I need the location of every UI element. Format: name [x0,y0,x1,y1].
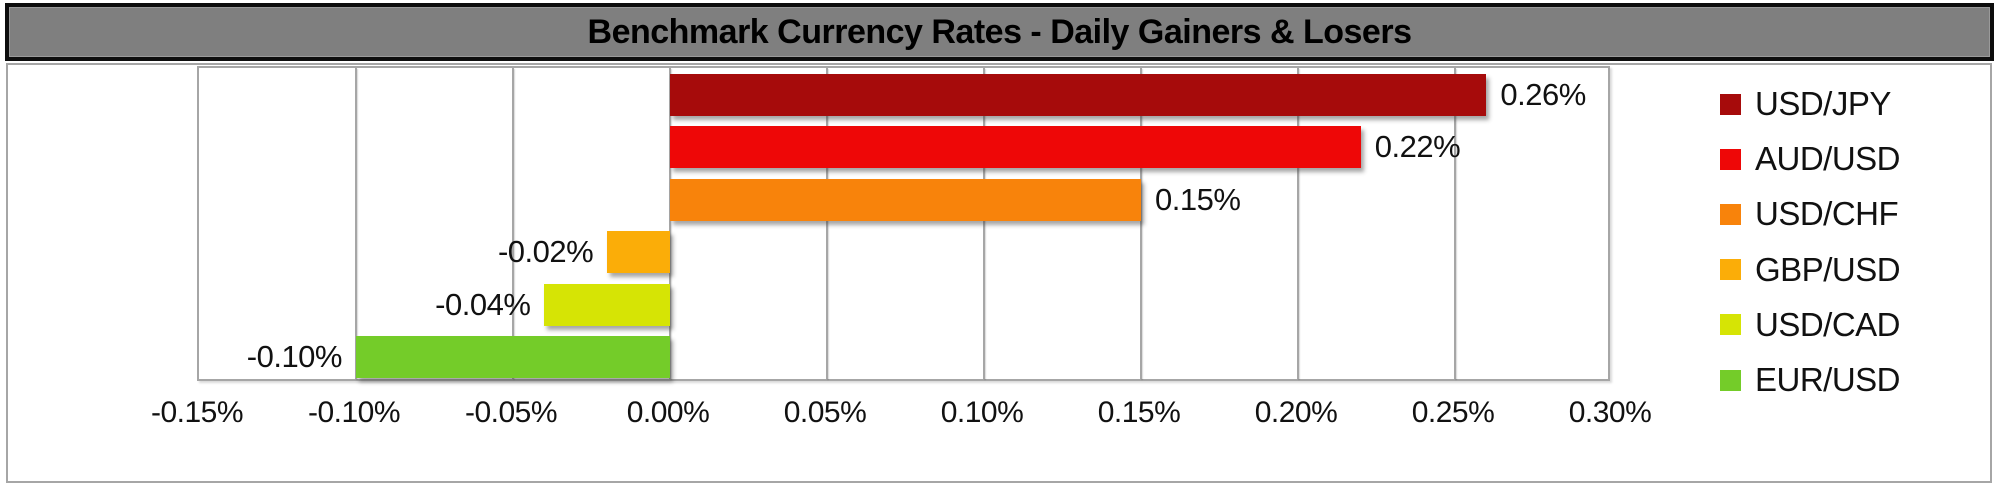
x-axis-tick-label: 0.25% [1411,396,1495,429]
legend-swatch-usd-jpy [1720,93,1741,115]
legend-swatch-usd-chf [1720,203,1741,225]
legend-label: USD/JPY [1755,85,1891,122]
x-axis-tick-label: 0.15% [1097,396,1181,429]
bar-usd-chf [670,178,1141,221]
chart-title: Benchmark Currency Rates - Daily Gainers… [587,12,1412,51]
x-axis-tick-label: 0.20% [1254,396,1338,429]
vertical-gridline [669,68,671,379]
legend-item-gbp-usd: GBP/USD [1720,250,1901,288]
chart-title-bar: Benchmark Currency Rates - Daily Gainers… [5,3,1994,61]
bar-value-label: -0.02% [497,234,594,269]
legend-item-usd-jpy: USD/JPY [1720,85,1891,122]
vertical-gridline [1454,68,1456,379]
legend-swatch-aud-usd [1720,148,1741,170]
vertical-gridline [1297,68,1299,379]
legend-item-usd-chf: USD/CHF [1720,195,1899,233]
legend-label: EUR/USD [1755,361,1901,398]
legend-label: GBP/USD [1755,250,1901,288]
x-axis-tick-label: 0.10% [940,396,1024,429]
chart-legend: USD/JPY AUD/USD USD/CHF GBP/USD USD/CAD EUR/U… [1720,0,1985,491]
bar-aud-usd [670,126,1361,168]
legend-swatch-eur-usd [1720,369,1741,391]
bar-usd-jpy [670,73,1487,116]
legend-label: AUD/USD [1755,140,1901,178]
bar-gbp-usd [607,231,670,273]
bar-value-label: -0.04% [435,286,531,322]
x-axis-tick-label: 0.00% [626,396,710,429]
legend-swatch-usd-cad [1720,314,1741,336]
x-axis-tick-label: 0.05% [783,396,867,429]
legend-label: USD/CHF [1755,195,1899,233]
legend-item-eur-usd: EUR/USD [1720,361,1901,398]
x-axis-tick-label: -0.10% [307,396,401,429]
x-axis-tick-label: -0.15% [150,396,244,429]
bar-value-label: 0.15% [1155,181,1241,217]
legend-item-aud-usd: AUD/USD [1720,140,1901,178]
bar-usd-cad [544,283,670,326]
bar-value-label: 0.26% [1500,76,1586,112]
legend-label: USD/CAD [1755,305,1901,343]
vertical-gridline [826,68,828,379]
bar-value-label: -0.10% [246,339,343,374]
vertical-gridline [983,68,985,379]
x-axis-tick-label: -0.05% [464,396,558,429]
vertical-gridline [512,68,514,379]
legend-item-usd-cad: USD/CAD [1720,305,1901,343]
legend-swatch-gbp-usd [1720,259,1741,281]
vertical-gridline [355,68,357,379]
vertical-gridline [1140,68,1142,379]
x-axis-tick-label: 0.30% [1568,396,1652,429]
bar-value-label: 0.22% [1374,129,1461,164]
plot-area: 0.26% 0.22% 0.15% -0.02% -0.04% -0.10% [197,66,1610,381]
bar-eur-usd [356,336,670,378]
